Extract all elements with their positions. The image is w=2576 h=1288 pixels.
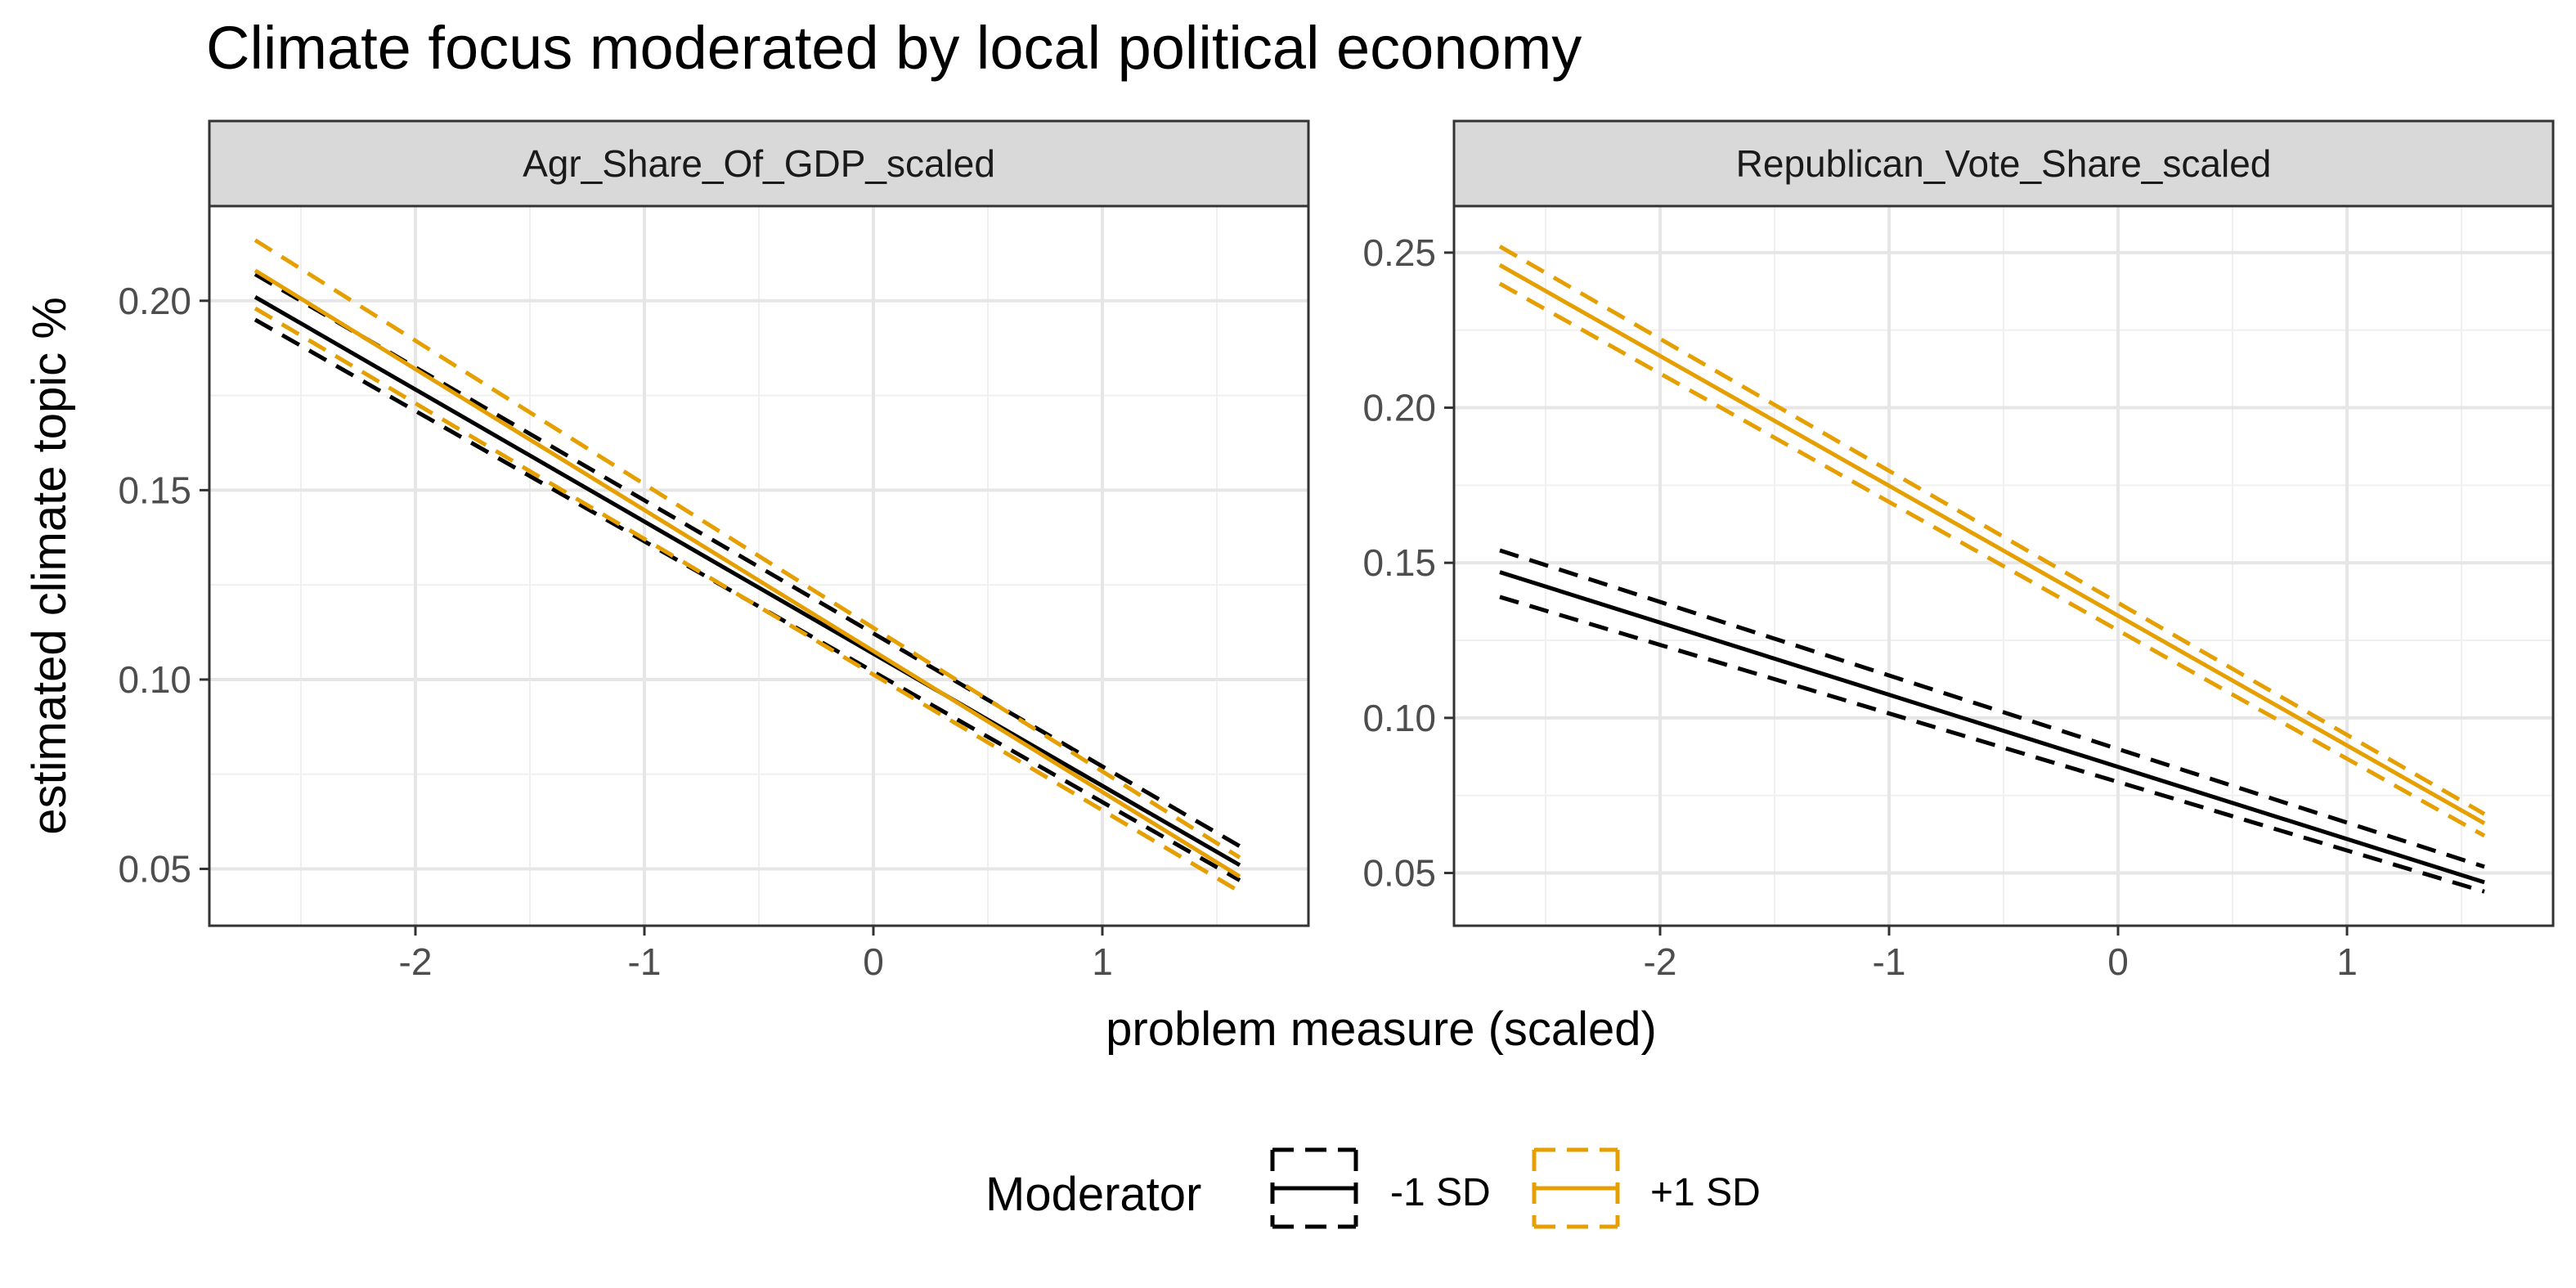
y-tick-label: 0.20 <box>118 280 191 322</box>
legend-label-plus-1sd: +1 SD <box>1650 1171 1761 1214</box>
facet-strip-background <box>208 119 1310 208</box>
x-axis-title: problem measure (scaled) <box>1106 1003 1657 1056</box>
x-tick-label: -1 <box>628 940 662 983</box>
x-tick-label: -2 <box>399 940 433 983</box>
facet-strip-background <box>1452 119 2555 208</box>
y-tick-label: 0.15 <box>1362 541 1436 584</box>
x-tick-label: -2 <box>1644 940 1677 983</box>
series-plusminus-1sd-fit-line <box>1498 263 2486 826</box>
facet-strip-label: Republican_Vote_Share_scaled <box>1736 142 2272 185</box>
legend: Moderator -1 SD +1 SD <box>985 1147 1761 1229</box>
legend-key-minus-1sd <box>1270 1147 1358 1229</box>
legend-title: Moderator <box>985 1168 1201 1221</box>
series-plusminus-1sd-upper-ci <box>1498 245 2486 816</box>
x-tick-label: 0 <box>2107 940 2129 983</box>
x-tick-label: 0 <box>863 940 884 983</box>
x-tick-label: -1 <box>1873 940 1906 983</box>
series-minus-1sd-upper-ci <box>1499 548 2485 869</box>
plot-area <box>209 205 1308 926</box>
y-tick-label: 0.10 <box>1362 697 1436 739</box>
chart-title: Climate focus moderated by local politic… <box>206 14 1582 82</box>
x-tick-label: 1 <box>1092 940 1113 983</box>
facet-panel-agr-share: Agr_Share_Of_GDP_scaled -2 -1 0 1 0.05 0.10 0.… <box>118 119 1310 983</box>
plot-area <box>1454 206 2553 926</box>
y-tick-label: 0.20 <box>1362 387 1436 429</box>
x-tick-label: 1 <box>2336 940 2358 983</box>
panel-border <box>208 204 1310 927</box>
y-tick-label: 0.10 <box>118 658 191 701</box>
series-minus-1sd-fit-line <box>1499 570 2485 885</box>
facet-panel-republican-vote: Republican_Vote_Share_scaled -2 -1 0 1 0.05 0… <box>1362 119 2555 983</box>
facet-strip-label: Agr_Share_Of_GDP_scaled <box>523 142 995 185</box>
series-plusminus-1sd-lower-ci <box>1498 281 2486 838</box>
panel-border <box>1452 204 2555 927</box>
y-tick-label: 0.25 <box>1362 231 1436 274</box>
legend-label-minus-1sd: -1 SD <box>1390 1171 1491 1214</box>
series-minus-1sd-fit-line <box>254 294 1241 868</box>
y-axis-title: estimated climate topic % <box>23 297 76 835</box>
series-plusminus-1sd-fit-line <box>254 268 1241 878</box>
legend-key-plus-1sd <box>1532 1147 1620 1229</box>
y-tick-label: 0.15 <box>118 469 191 511</box>
y-tick-label: 0.05 <box>118 848 191 891</box>
series-plusminus-1sd-lower-ci <box>254 306 1241 894</box>
y-tick-label: 0.05 <box>1362 852 1436 895</box>
series-minus-1sd-lower-ci <box>1499 595 2485 894</box>
series-plusminus-1sd-upper-ci <box>254 238 1241 859</box>
